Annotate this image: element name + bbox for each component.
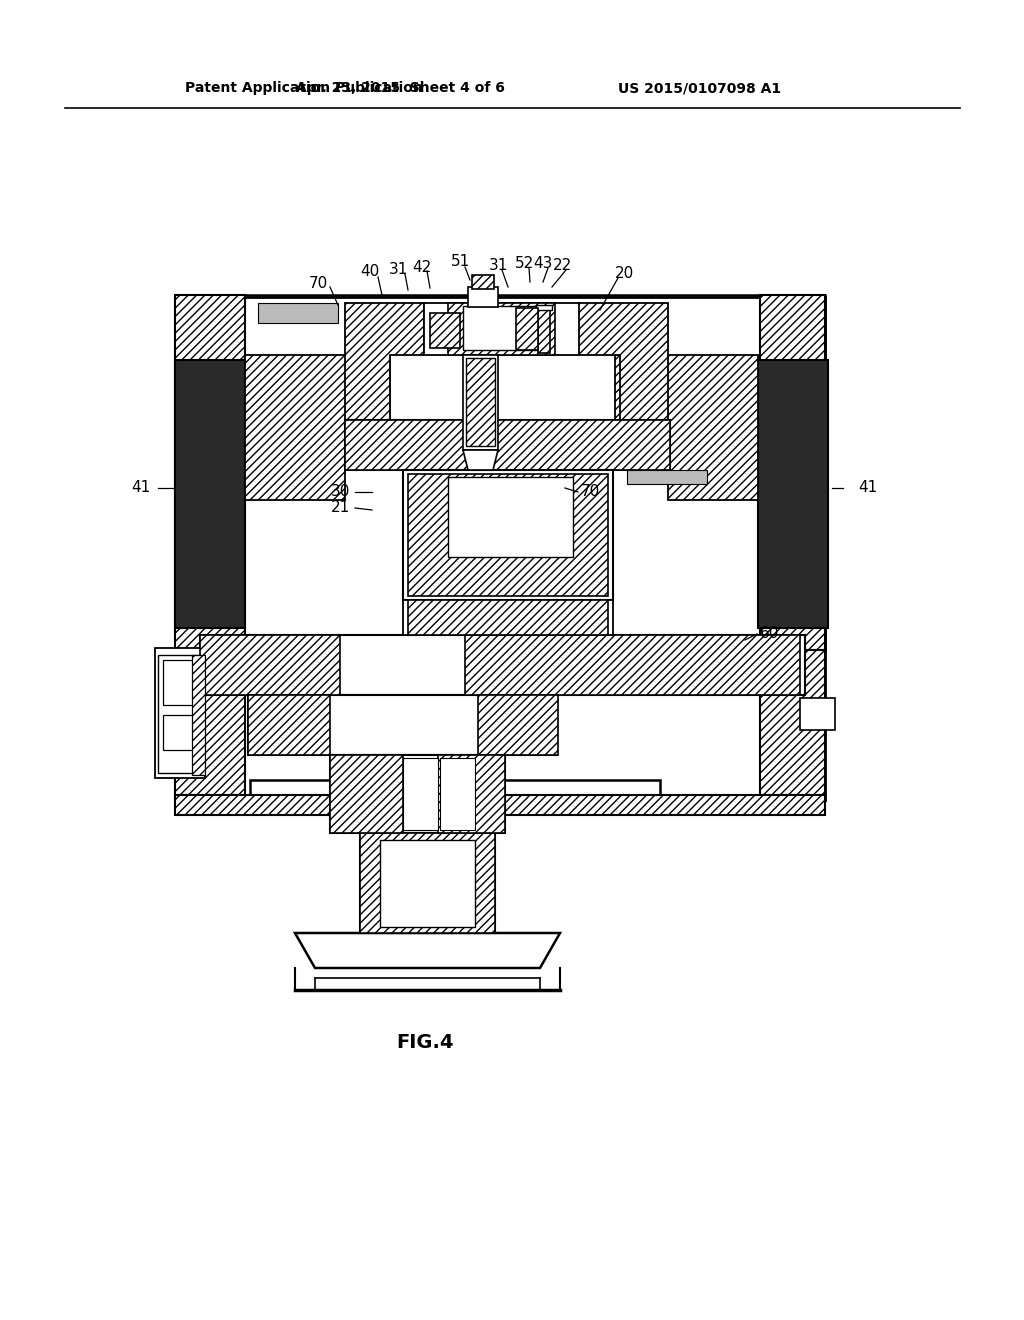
Polygon shape: [408, 601, 608, 635]
Bar: [175, 360, 245, 628]
Bar: [627, 470, 707, 484]
Polygon shape: [175, 294, 825, 800]
Text: 22: 22: [553, 257, 572, 272]
Bar: [200, 635, 805, 696]
Bar: [403, 470, 613, 601]
Text: 52: 52: [515, 256, 535, 271]
Bar: [463, 306, 540, 350]
Text: 42: 42: [413, 260, 432, 275]
Text: FIG.4: FIG.4: [396, 1032, 454, 1052]
Polygon shape: [193, 655, 205, 775]
Text: 60: 60: [760, 627, 779, 642]
Polygon shape: [478, 696, 558, 755]
Bar: [403, 758, 438, 830]
Bar: [800, 698, 835, 730]
Text: US 2015/0107098 A1: US 2015/0107098 A1: [618, 81, 781, 95]
Text: 70: 70: [581, 484, 600, 499]
Text: 31: 31: [488, 257, 508, 272]
Polygon shape: [408, 474, 608, 597]
Polygon shape: [760, 294, 825, 649]
Bar: [163, 660, 193, 705]
Polygon shape: [245, 355, 390, 500]
Text: 20: 20: [615, 265, 635, 281]
Bar: [155, 648, 205, 777]
Bar: [516, 308, 538, 350]
Bar: [248, 696, 557, 755]
Bar: [538, 308, 550, 352]
Polygon shape: [295, 933, 560, 968]
Bar: [175, 795, 825, 814]
Polygon shape: [175, 294, 245, 649]
Bar: [472, 275, 494, 289]
Text: 70: 70: [308, 276, 328, 290]
Bar: [468, 286, 498, 308]
Bar: [403, 601, 613, 635]
Polygon shape: [360, 833, 495, 933]
Bar: [360, 833, 495, 933]
Polygon shape: [578, 304, 668, 420]
Bar: [424, 304, 579, 355]
Polygon shape: [760, 649, 825, 795]
Bar: [380, 840, 475, 927]
Text: 43: 43: [534, 256, 553, 271]
Text: Patent Application Publication: Patent Application Publication: [185, 81, 423, 95]
Bar: [758, 360, 828, 628]
Text: Apr. 23, 2015  Sheet 4 of 6: Apr. 23, 2015 Sheet 4 of 6: [296, 81, 505, 95]
Polygon shape: [175, 649, 245, 795]
Text: 21: 21: [331, 500, 349, 516]
Text: 30: 30: [331, 484, 349, 499]
Bar: [463, 355, 498, 450]
Bar: [163, 715, 193, 750]
Polygon shape: [615, 355, 758, 500]
Polygon shape: [248, 696, 330, 755]
Polygon shape: [200, 635, 340, 696]
Polygon shape: [463, 450, 498, 470]
Polygon shape: [465, 635, 800, 696]
Bar: [536, 305, 552, 310]
Bar: [330, 755, 505, 833]
Bar: [345, 420, 670, 470]
Polygon shape: [345, 420, 670, 470]
Text: 41: 41: [131, 480, 150, 495]
Bar: [158, 655, 200, 774]
Text: 40: 40: [360, 264, 380, 280]
Bar: [440, 758, 475, 830]
Text: 41: 41: [858, 480, 878, 495]
Polygon shape: [438, 755, 505, 833]
Bar: [449, 304, 555, 355]
Polygon shape: [330, 755, 403, 833]
Bar: [466, 358, 495, 446]
Bar: [430, 313, 460, 348]
Polygon shape: [345, 304, 424, 420]
Text: 31: 31: [389, 261, 409, 276]
Bar: [449, 477, 573, 557]
Text: 51: 51: [451, 255, 470, 269]
Bar: [258, 304, 338, 323]
